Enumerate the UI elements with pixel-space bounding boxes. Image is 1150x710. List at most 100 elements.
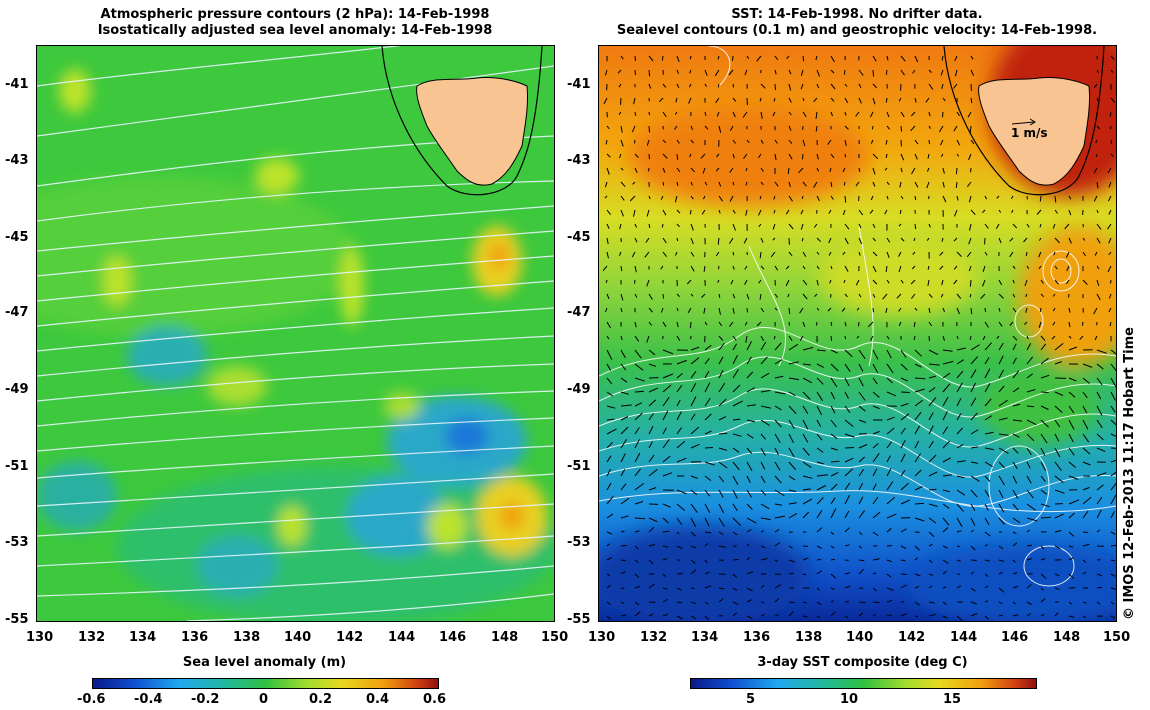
velocity-arrow <box>813 223 818 228</box>
velocity-arrow <box>620 559 626 562</box>
velocity-arrow <box>772 223 776 230</box>
velocity-arrow <box>620 349 626 359</box>
velocity-arrow <box>634 321 637 328</box>
velocity-arrow <box>942 503 950 509</box>
velocity-arrow <box>998 307 1001 312</box>
velocity-arrow <box>746 433 754 439</box>
right-lon-label: 138 <box>795 630 823 645</box>
velocity-arrow <box>788 307 791 315</box>
velocity-arrow <box>898 223 902 227</box>
velocity-arrow <box>984 573 989 577</box>
velocity-arrow <box>830 111 833 117</box>
velocity-arrow <box>900 439 906 449</box>
velocity-arrow <box>844 97 849 104</box>
velocity-arrow <box>718 307 721 315</box>
velocity-arrow <box>634 545 639 550</box>
velocity-arrow <box>633 209 636 217</box>
right-title-line2: Sealevel contours (0.1 m) and geostrophi… <box>616 23 1098 38</box>
velocity-arrow <box>774 307 778 311</box>
velocity-arrow <box>704 111 707 116</box>
velocity-arrow <box>939 251 944 256</box>
velocity-arrow <box>703 265 706 272</box>
velocity-arrow <box>774 265 779 271</box>
velocity-arrow <box>760 613 765 617</box>
velocity-arrow <box>746 139 750 144</box>
velocity-arrow <box>732 573 738 578</box>
velocity-arrow <box>1012 223 1018 229</box>
velocity-arrow <box>984 383 991 393</box>
velocity-arrow <box>760 557 768 561</box>
velocity-arrow <box>746 307 748 313</box>
sst-colorbar-title: 3-day SST composite (deg C) <box>757 655 968 670</box>
velocity-arrow <box>620 167 624 171</box>
velocity-arrow <box>802 498 813 505</box>
velocity-arrow <box>704 503 711 513</box>
velocity-arrow <box>774 293 779 298</box>
velocity-arrow <box>844 419 854 427</box>
velocity-arrow <box>728 69 734 76</box>
velocity-arrow <box>1040 461 1047 472</box>
velocity-arrow <box>774 342 782 351</box>
velocity-arrow <box>606 321 612 329</box>
velocity-arrow <box>704 430 712 435</box>
velocity-arrow <box>744 265 748 270</box>
velocity-arrow <box>644 251 650 258</box>
velocity-arrow <box>858 419 866 423</box>
velocity-arrow <box>662 111 667 118</box>
velocity-arrow <box>1054 545 1061 550</box>
right-lat-label: -47 <box>567 305 591 320</box>
velocity-arrow <box>1110 433 1116 437</box>
velocity-arrow <box>774 528 780 533</box>
velocity-arrow <box>758 209 762 216</box>
velocity-arrow <box>704 321 708 326</box>
velocity-arrow <box>1107 265 1112 273</box>
velocity-arrow <box>802 573 807 576</box>
velocity-arrow <box>746 517 757 524</box>
velocity-arrow <box>844 510 850 519</box>
velocity-arrow <box>774 559 779 563</box>
velocity-arrow <box>830 531 834 535</box>
velocity-arrow <box>773 209 776 214</box>
velocity-arrow <box>634 452 641 463</box>
left-lat-label: -55 <box>5 612 29 627</box>
velocity-arrow <box>911 293 916 299</box>
velocity-arrow <box>620 497 630 505</box>
velocity-arrow <box>1096 209 1099 214</box>
velocity-arrow <box>773 335 776 340</box>
velocity-arrow <box>662 573 667 577</box>
velocity-arrow <box>1082 377 1090 384</box>
velocity-arrow <box>676 69 679 74</box>
velocity-arrow <box>872 531 879 537</box>
velocity-arrow <box>620 181 626 187</box>
velocity-arrow <box>956 413 962 421</box>
velocity-arrow <box>746 461 753 471</box>
velocity-arrow <box>914 307 918 311</box>
velocity-arrow <box>1096 496 1103 505</box>
velocity-arrow <box>1040 343 1047 351</box>
velocity-arrow <box>760 307 765 313</box>
velocity-arrow <box>998 559 1005 562</box>
velocity-arrow <box>844 457 854 463</box>
velocity-arrow <box>788 572 794 575</box>
velocity-arrow <box>841 307 846 312</box>
velocity-arrow <box>1110 459 1116 463</box>
velocity-arrow <box>1082 279 1088 285</box>
velocity-arrow <box>898 265 902 273</box>
velocity-arrow <box>982 265 986 272</box>
velocity-arrow <box>1012 447 1019 454</box>
velocity-arrow <box>1110 511 1115 519</box>
velocity-arrow <box>984 585 989 589</box>
velocity-arrow <box>815 55 818 61</box>
velocity-arrow <box>788 559 795 563</box>
velocity-arrow <box>662 438 670 449</box>
velocity-arrow <box>774 419 782 428</box>
velocity-arrow <box>1068 405 1075 414</box>
velocity-arrow <box>886 111 890 118</box>
velocity-arrow <box>1040 573 1047 579</box>
velocity-arrow <box>1026 544 1033 547</box>
velocity-arrow <box>759 195 762 200</box>
velocity-arrow <box>1025 307 1028 313</box>
velocity-arrow <box>606 601 611 605</box>
velocity-arrow <box>900 469 906 477</box>
velocity-arrow <box>1068 391 1076 398</box>
